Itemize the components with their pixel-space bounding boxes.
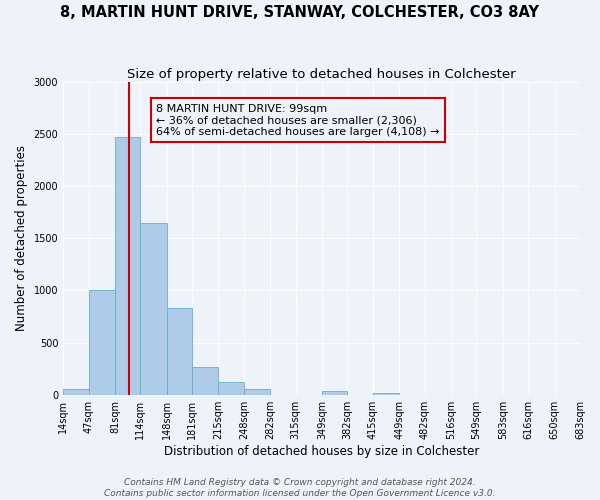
- Bar: [218, 382, 244, 394]
- Text: Contains HM Land Registry data © Crown copyright and database right 2024.
Contai: Contains HM Land Registry data © Crown c…: [104, 478, 496, 498]
- Title: Size of property relative to detached houses in Colchester: Size of property relative to detached ho…: [127, 68, 516, 80]
- Bar: [89, 290, 115, 395]
- Text: 8 MARTIN HUNT DRIVE: 99sqm
← 36% of detached houses are smaller (2,306)
64% of s: 8 MARTIN HUNT DRIVE: 99sqm ← 36% of deta…: [156, 104, 440, 137]
- Bar: [373, 393, 399, 394]
- Bar: [63, 390, 89, 394]
- Y-axis label: Number of detached properties: Number of detached properties: [15, 145, 28, 331]
- Bar: [115, 137, 140, 394]
- Bar: [140, 222, 167, 394]
- Bar: [244, 390, 270, 394]
- Bar: [192, 366, 218, 394]
- Text: 8, MARTIN HUNT DRIVE, STANWAY, COLCHESTER, CO3 8AY: 8, MARTIN HUNT DRIVE, STANWAY, COLCHESTE…: [61, 5, 539, 20]
- X-axis label: Distribution of detached houses by size in Colchester: Distribution of detached houses by size …: [164, 444, 479, 458]
- Bar: [322, 391, 347, 394]
- Bar: [167, 308, 192, 394]
